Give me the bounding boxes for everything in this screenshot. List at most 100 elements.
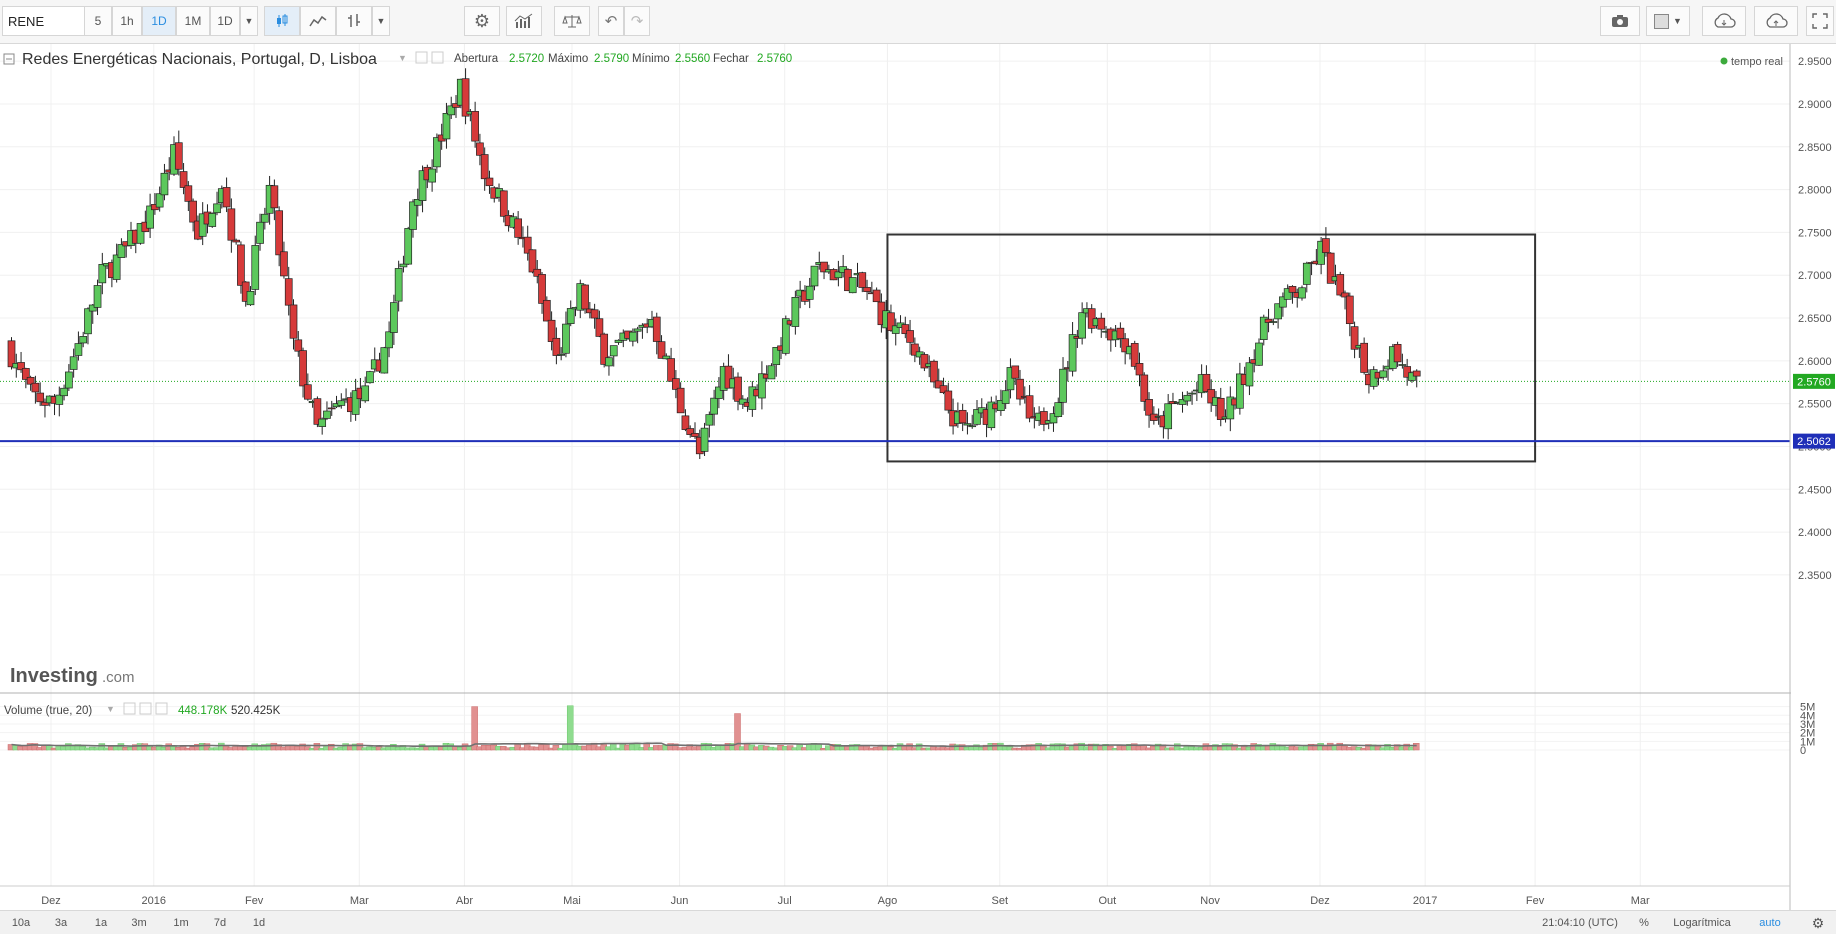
eye-icon[interactable] [415,51,428,64]
range-7d-button[interactable]: 7d [213,917,227,929]
compare-button[interactable] [554,6,590,36]
collapse-icon[interactable] [3,53,15,65]
candle-body [609,345,618,357]
volume-bar [1231,744,1238,751]
time-tick-label: Ago [878,895,898,907]
candle-body [1025,395,1034,419]
candle-body [1121,338,1130,353]
candle-body [1412,370,1421,377]
candle-body [810,265,819,287]
screenshot-button[interactable] [1600,6,1640,36]
color-picker-button[interactable]: ▼ [1646,6,1690,36]
gear-icon[interactable] [139,702,152,715]
settings-gear-icon[interactable]: ⚙ [1811,915,1825,931]
undo-icon: ↶ [604,13,618,30]
cloud-download-button[interactable] [1702,6,1746,36]
candle-body [1279,296,1287,308]
bars-button[interactable] [336,6,372,36]
candle-body [1145,399,1153,416]
candle-body [691,432,699,437]
gear-icon[interactable] [431,51,444,64]
redo-button[interactable]: ↷ [624,6,650,36]
price-tick-label: 2.6500 [1798,313,1832,325]
candle-body [409,201,417,230]
candle-body [863,287,871,293]
candle-body [88,304,97,312]
close-icon[interactable] [155,702,168,715]
candle-body [1001,390,1010,404]
candle-body [256,221,264,244]
interval-1d-alt-button[interactable]: 1D [210,6,240,36]
candle-body [251,245,260,290]
chart-type-dropdown-button[interactable]: ▼ [372,6,390,36]
fullscreen-button[interactable] [1806,6,1834,36]
candle-body [705,414,714,426]
interval-1h-button[interactable]: 1h [112,6,142,36]
candle-body [715,386,723,399]
candle-body [538,274,546,304]
candle-body [1078,312,1086,339]
candle-body [657,341,666,359]
log-scale-toggle[interactable]: Logarítmica [1673,917,1731,929]
candle-body [1164,403,1173,430]
price-scale[interactable] [1791,44,1836,910]
range-1d-button[interactable]: 1d [252,917,266,929]
volume-legend: Volume (true, 20) ▼ 448.178K 520.425K [4,702,281,717]
candle-body [1140,374,1149,402]
interval-dropdown-button[interactable]: ▼ [240,6,258,36]
candle-body [958,409,967,424]
candle-body [1006,367,1015,391]
candles-button[interactable] [264,6,300,36]
candle-body [767,365,776,380]
candle-body [1269,321,1278,323]
range-3a-button[interactable]: 3a [54,917,68,929]
percent-toggle[interactable]: % [1639,917,1649,929]
candle-body [887,312,895,331]
chevron-down-icon[interactable]: ▼ [398,53,407,63]
indicators-button[interactable] [506,6,542,36]
time-tick-label: Dez [1310,895,1330,907]
rectangle-annotation[interactable] [886,233,1537,463]
candle-body [480,154,489,180]
interval-1d-button[interactable]: 1D [142,6,176,36]
candle-body [313,398,322,425]
candle-body [399,263,408,268]
time-tick-label: Mar [350,895,369,907]
price-tick-label: 2.7500 [1798,227,1832,239]
symbol-input[interactable]: RENE [2,6,97,36]
undo-button[interactable]: ↶ [598,6,624,36]
range-1m-button[interactable]: 1m [173,917,189,929]
settings-button[interactable]: ⚙ [464,6,500,36]
rectangle-shape[interactable] [886,233,1537,463]
eye-icon[interactable] [123,702,136,715]
price-tick-label: 2.9500 [1798,56,1832,68]
chart-area[interactable]: 2.9500 2.9000 2.8500 2.8000 2.7500 2.7000 2.65… [0,44,1836,910]
area-chart-button[interactable] [300,6,336,36]
candle-body [973,409,981,425]
candle-body [60,387,68,397]
chart-legend: Redes Energéticas Nacionais, Portugal, D… [3,51,1783,68]
candle-body [1322,238,1330,253]
cloud-upload-button[interactable] [1754,6,1798,36]
chevron-down-icon[interactable]: ▼ [106,704,115,714]
candle-body [31,382,40,393]
candle-body [327,407,336,410]
time-tick-label: Dez [41,895,61,907]
range-10a-button[interactable]: 10a [11,917,31,929]
range-1a-button[interactable]: 1a [94,917,108,929]
auto-scale-toggle[interactable]: auto [1759,917,1781,929]
cloud-download-icon [1714,13,1736,28]
candle-body [930,360,938,383]
range-3m-button[interactable]: 3m [131,917,147,929]
candle-body [672,378,680,390]
volume-bar [327,743,335,751]
interval-5-button[interactable]: 5 [84,6,112,36]
utc-time: 21:04:10 (UTC) [1542,917,1618,929]
interval-1m-button[interactable]: 1M [176,6,210,36]
candle-body [1259,316,1268,340]
candle-body [117,244,126,258]
candle-body [303,384,312,400]
candle-body [1207,389,1216,404]
candle-body [872,289,881,303]
candle-body [805,285,814,300]
